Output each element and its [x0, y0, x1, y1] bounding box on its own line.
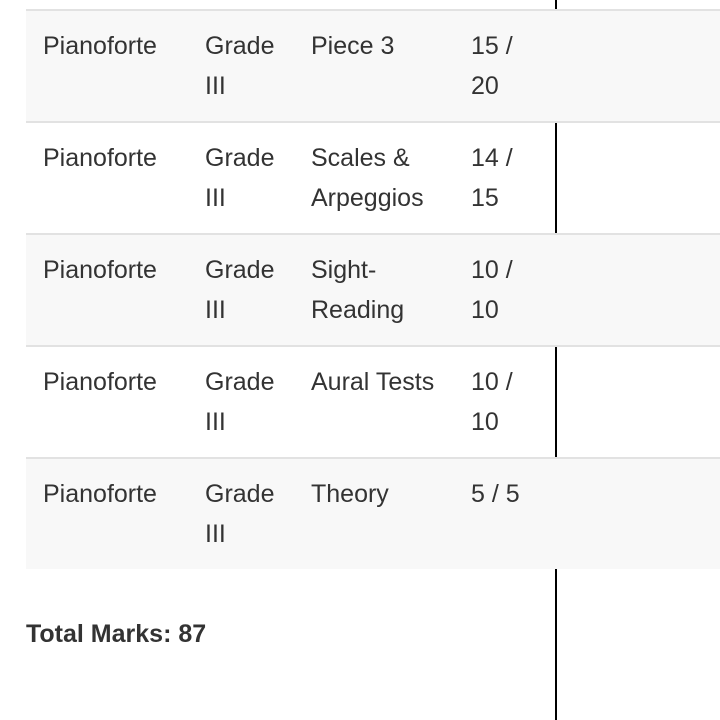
table-row: Pianoforte Grade III Sight-Reading 10 / …	[26, 233, 720, 345]
marks-cell: 14 / 15	[471, 144, 513, 212]
component-cell: Sight-Reading	[311, 256, 405, 324]
instrument-cell: Pianoforte	[43, 480, 157, 508]
marks-cell: 10 / 10	[471, 256, 513, 324]
table-row: Pianoforte Grade III Theory 5 / 5	[26, 457, 720, 569]
table-row: Pianoforte Grade III Aural Tests 10 / 10	[26, 345, 720, 457]
table-row: Pianoforte Grade III Piece 3 15 / 20	[26, 9, 720, 121]
marks-cell: 10 / 10	[471, 368, 513, 436]
marks-cell: 5 / 5	[471, 480, 520, 508]
component-cell: Scales & Arpeggios	[311, 144, 424, 212]
grade-cell: Grade III	[205, 144, 275, 212]
instrument-cell: Pianoforte	[43, 32, 157, 60]
table-row: Pianoforte Grade III Scales & Arpeggios …	[26, 121, 720, 233]
grade-cell: Grade III	[205, 32, 275, 100]
instrument-cell: Pianoforte	[43, 256, 157, 284]
instrument-cell: Pianoforte	[43, 368, 157, 396]
marks-table: Pianoforte Grade III Piece 3 15 / 20 Pia…	[26, 9, 720, 569]
grade-cell: Grade III	[205, 368, 275, 436]
component-cell: Piece 3	[311, 32, 395, 60]
component-cell: Aural Tests	[311, 368, 435, 396]
grade-cell: Grade III	[205, 256, 275, 324]
total-marks: Total Marks: 87	[26, 620, 207, 648]
marks-cell: 15 / 20	[471, 32, 513, 100]
component-cell: Theory	[311, 480, 389, 508]
grade-cell: Grade III	[205, 480, 275, 548]
instrument-cell: Pianoforte	[43, 144, 157, 172]
vertical-divider	[555, 0, 557, 720]
